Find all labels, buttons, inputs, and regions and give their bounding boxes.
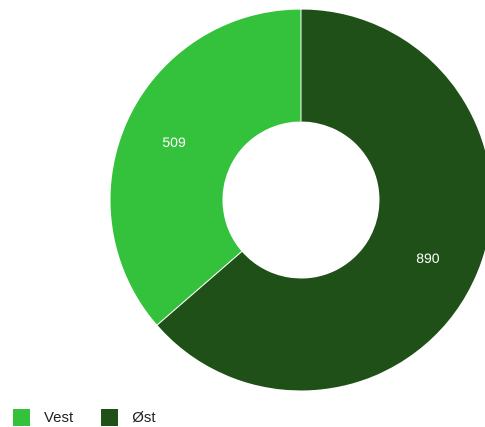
slice-vest[interactable] <box>109 8 302 326</box>
legend: Vest Øst <box>13 409 184 426</box>
data-label-ost: 890 <box>416 250 440 266</box>
legend-swatch-ost <box>101 409 119 426</box>
legend-item-ost[interactable]: Øst <box>101 409 156 426</box>
legend-swatch-vest <box>13 409 30 426</box>
slice-ost[interactable] <box>156 8 485 392</box>
legend-label-vest: Vest <box>44 409 74 426</box>
slices <box>109 8 485 392</box>
donut-chart: 890 509 <box>109 8 485 392</box>
legend-label-ost: Øst <box>132 409 156 426</box>
data-labels: 890 509 <box>162 134 439 266</box>
legend-item-vest[interactable]: Vest <box>13 409 73 426</box>
data-label-vest: 509 <box>162 134 186 150</box>
